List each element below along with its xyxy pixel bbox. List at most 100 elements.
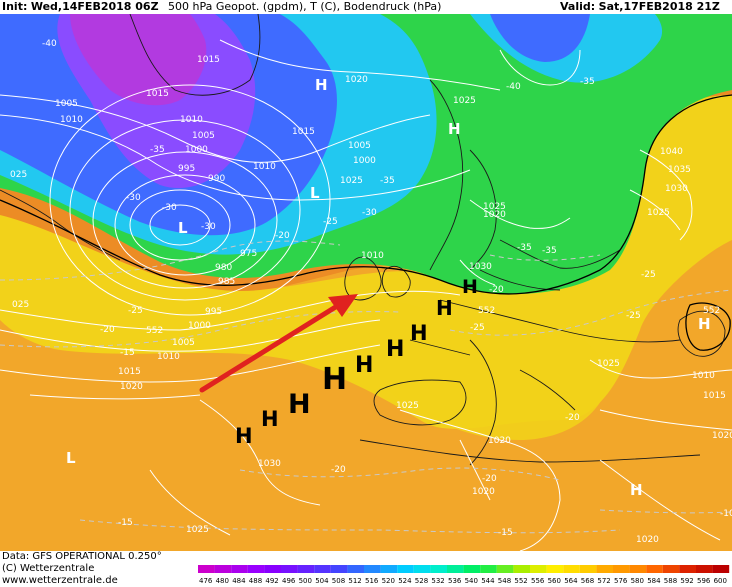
legend-swatch bbox=[596, 565, 613, 573]
isobar-label: 1040 bbox=[660, 147, 683, 157]
legend-swatch bbox=[380, 565, 398, 573]
legend-tick-label: 536 bbox=[448, 577, 462, 585]
height-552-ring bbox=[685, 302, 731, 351]
high-center-label: H bbox=[448, 120, 461, 138]
legend-tick-label: 560 bbox=[548, 577, 561, 585]
isobars bbox=[0, 39, 732, 551]
high-chain-marker: H bbox=[386, 337, 404, 362]
legend-swatch bbox=[496, 565, 514, 573]
high-chain-marker: H bbox=[355, 353, 373, 378]
legend-swatch bbox=[330, 565, 348, 573]
isobar-label: 990 bbox=[208, 174, 225, 184]
legend-tick-label: 484 bbox=[232, 577, 246, 585]
high-chain-marker: H bbox=[261, 407, 279, 431]
legend-tick-label: 492 bbox=[265, 577, 278, 585]
legend-tick-label: 480 bbox=[216, 577, 229, 585]
isobar-label: 1035 bbox=[668, 165, 691, 175]
legend-tick-label: 580 bbox=[631, 577, 644, 585]
legend-swatch bbox=[231, 565, 248, 573]
legend-tick-label: 512 bbox=[348, 577, 361, 585]
isobar-label: 1010 bbox=[60, 115, 83, 125]
pressure-labels: 1015 1020 1025 1005 1010 1015 1010 1005 1000 995 9… bbox=[55, 55, 732, 545]
isobar-label: 1015 bbox=[703, 391, 726, 401]
legend-swatch bbox=[314, 565, 331, 573]
isotherm-label: -20 bbox=[565, 413, 580, 423]
legend-tick-label: 576 bbox=[614, 577, 628, 585]
isotherm-label: -25 bbox=[323, 217, 338, 227]
high-center-label: H bbox=[698, 315, 711, 333]
high-chain-marker: H bbox=[410, 321, 428, 345]
legend-swatch bbox=[198, 565, 215, 573]
legend-swatch bbox=[214, 565, 232, 573]
isobar-label: 1005 bbox=[348, 141, 371, 151]
isobar-label: 1025 bbox=[396, 401, 419, 411]
isobar-label: 1010 bbox=[180, 115, 203, 125]
isotherm-label: -40 bbox=[42, 39, 57, 49]
isobar-label: 1015 bbox=[118, 367, 141, 377]
purple-core bbox=[70, 14, 207, 106]
isobar-label: 1020 bbox=[120, 382, 143, 392]
high-chain-marker: H bbox=[462, 276, 478, 298]
legend-tick-label: 524 bbox=[398, 577, 412, 585]
warm-advection-arrow bbox=[199, 294, 358, 393]
isotherm-label: 025 bbox=[10, 170, 27, 180]
legend-swatch bbox=[629, 565, 647, 573]
isotherm-label: -30 bbox=[362, 208, 377, 218]
height-552-label: 552 bbox=[478, 306, 495, 316]
blue-east bbox=[490, 14, 590, 62]
legend-tick-label: 544 bbox=[481, 577, 495, 585]
isobar-label: 1015 bbox=[197, 55, 220, 65]
temperature-labels: -40 -40 -35 -35 -35 -30 -30 -25 -20 -30 -30 -35 -35 -… bbox=[10, 39, 732, 538]
high-chain-marker: H bbox=[436, 296, 453, 320]
isobar-label: 1025 bbox=[340, 176, 363, 186]
legend-tick-label: 520 bbox=[382, 577, 395, 585]
isotherm-label: -35 bbox=[542, 246, 557, 256]
isobar-label: 1020 bbox=[472, 487, 495, 497]
legend-swatch bbox=[364, 565, 381, 573]
isobar-label: 1030 bbox=[258, 459, 281, 469]
isobar-label: 1000 bbox=[353, 156, 376, 166]
isobar-label: 1005 bbox=[55, 99, 78, 109]
low-center-label: L bbox=[310, 184, 320, 202]
isotherm-label: -35 bbox=[517, 243, 532, 253]
isobar-label: 1025 bbox=[186, 525, 209, 535]
weather-map: 1015 1020 1025 1005 1010 1015 1010 1005 1000 995 9… bbox=[0, 14, 732, 551]
website-url: www.wetterzentrale.de bbox=[2, 575, 118, 586]
legend-tick-label: 596 bbox=[697, 577, 711, 585]
isobar-label: 1025 bbox=[453, 96, 476, 106]
chart-header: Init: Wed,14FEB2018 06Z 500 hPa Geopot. … bbox=[0, 0, 732, 14]
height-labels: 552 552 552 bbox=[146, 306, 720, 336]
isobar-label: 1010 bbox=[361, 251, 384, 261]
copyright: (C) Wetterzentrale bbox=[2, 563, 95, 574]
isobar-label: 1005 bbox=[192, 131, 215, 141]
isotherm-label: -20 bbox=[275, 231, 290, 241]
legend-swatch bbox=[480, 565, 497, 573]
legend-tick-label: 488 bbox=[249, 577, 262, 585]
isotherm-label: -15 bbox=[118, 518, 133, 528]
isobar-label: 1025 bbox=[483, 202, 506, 212]
init-time: Init: Wed,14FEB2018 06Z bbox=[2, 0, 159, 13]
legend-swatch bbox=[247, 565, 265, 573]
legend-tick-label: 508 bbox=[332, 577, 345, 585]
legend-tick-label: 572 bbox=[597, 577, 610, 585]
legend-swatch bbox=[579, 565, 597, 573]
height-color-legend: 476 480 484 488 492 496 500 504 508 512 516 520 524 5… bbox=[198, 565, 730, 585]
legend-swatch bbox=[264, 565, 281, 573]
height-552-contour bbox=[0, 94, 732, 295]
isobar-label: 995 bbox=[205, 307, 222, 317]
chart-title: 500 hPa Geopot. (gpdm), T (C), Bodendruc… bbox=[168, 0, 442, 13]
isobar-label: 980 bbox=[215, 263, 232, 273]
legend-swatch bbox=[696, 565, 713, 573]
valid-time: Valid: Sat,17FEB2018 21Z bbox=[560, 0, 720, 13]
legend-tick-label: 540 bbox=[465, 577, 478, 585]
legend-swatch bbox=[297, 565, 315, 573]
legend-tick-label: 548 bbox=[498, 577, 511, 585]
legend-tick-label: 568 bbox=[581, 577, 594, 585]
isotherm-label: -20 bbox=[482, 474, 497, 484]
isotherm-label: -25 bbox=[470, 323, 485, 333]
legend-tick-label: 528 bbox=[415, 577, 428, 585]
isobar-label: 1020 bbox=[636, 535, 659, 545]
legend-swatch bbox=[563, 565, 580, 573]
isobar-label: 1030 bbox=[469, 262, 492, 272]
